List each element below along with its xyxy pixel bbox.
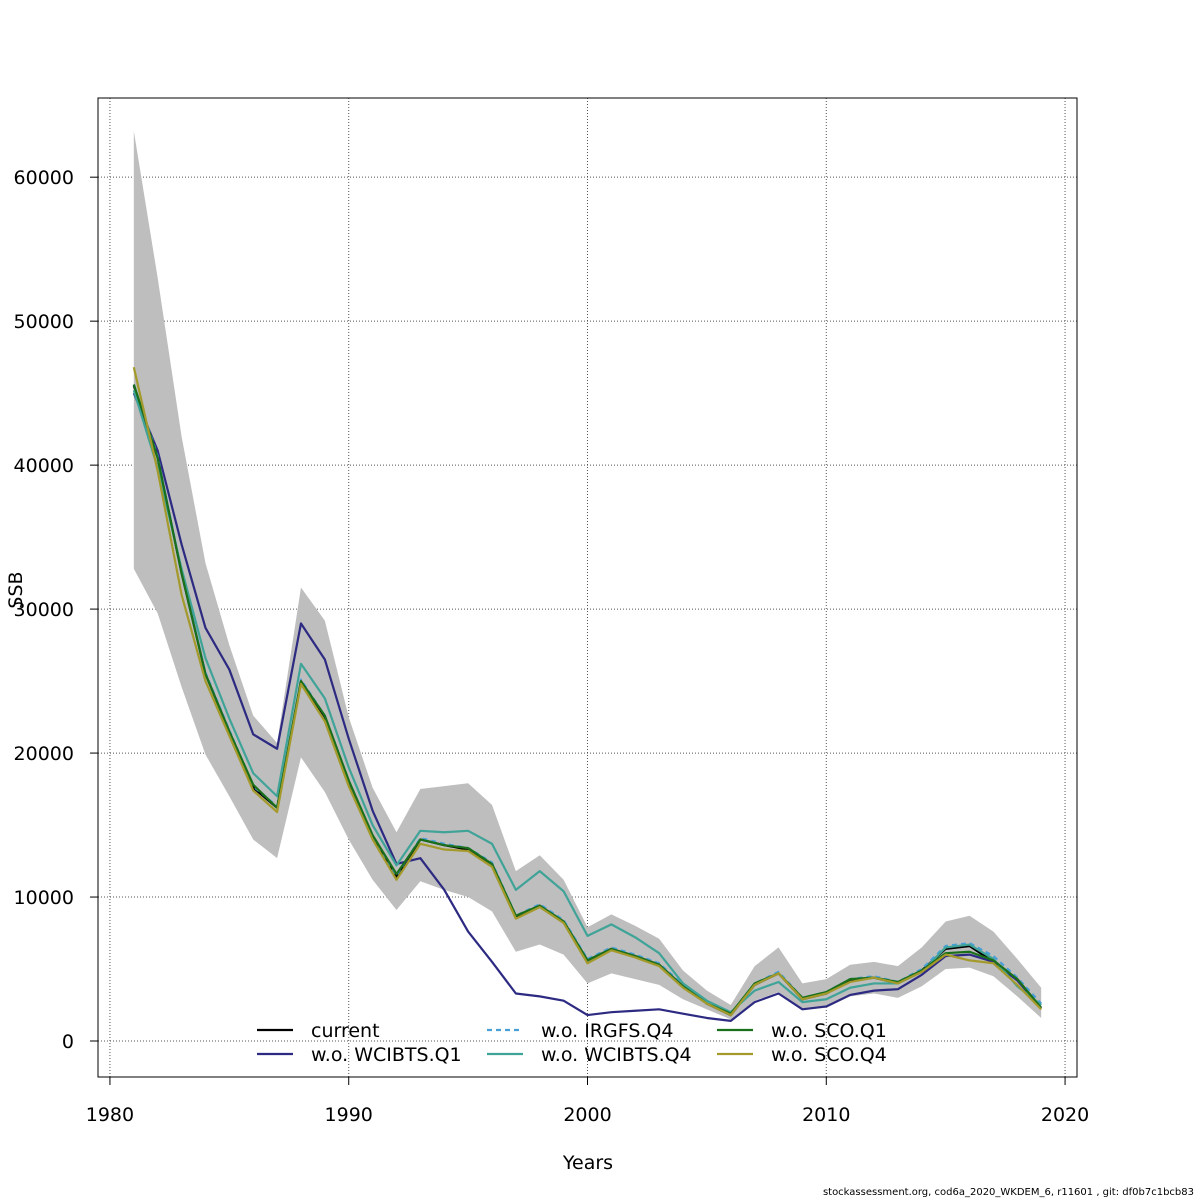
legend-label-w-o-sco-q1: w.o. SCO.Q1 — [771, 1020, 887, 1042]
legend-label-w-o-wcibts-q4: w.o. WCIBTS.Q4 — [541, 1044, 692, 1066]
x-tick-label: 1980 — [86, 1104, 134, 1126]
y-tick-label: 10000 — [14, 887, 74, 909]
axis-layer: 1980 1990 2000 2010 2020 0 10000 20000 30000 4000… — [14, 97, 1089, 1126]
x-tick-label: 1990 — [325, 1104, 373, 1126]
x-tick-label: 2020 — [1041, 1104, 1089, 1126]
series-line-w-o-wcibts-q1 — [132, 392, 1043, 1022]
legend-label-w-o-wcibts-q1: w.o. WCIBTS.Q1 — [311, 1044, 462, 1066]
y-tick-label: 20000 — [14, 743, 74, 765]
series-line-w-o-wcibts-q4 — [132, 389, 1042, 1014]
series-line-w-o-irgfs-q4 — [132, 384, 1042, 1015]
series-line-w-o-sco-q1 — [132, 384, 1043, 1015]
x-tick-label: 2000 — [563, 1104, 611, 1126]
x-axis-title: Years — [562, 1152, 613, 1174]
y-tick-label: 50000 — [14, 311, 74, 333]
series-layer — [132, 366, 1043, 1022]
footer-credit: stockassessment.org, cod6a_2020_WKDEM_6,… — [822, 1187, 1194, 1198]
x-tick-label: 2010 — [802, 1104, 850, 1126]
y-axis-title: SSB — [5, 571, 27, 608]
legend-label-current: current — [311, 1020, 380, 1042]
series-line-w-o-sco-q4 — [132, 366, 1042, 1017]
y-tick-label: 0 — [62, 1031, 74, 1053]
y-tick-label: 30000 — [14, 599, 74, 621]
y-tick-label: 40000 — [14, 455, 74, 477]
legend-label-w-o-sco-q4: w.o. SCO.Q4 — [771, 1044, 887, 1066]
legend-label-w-o-irgfs-q4: w.o. IRGFS.Q4 — [541, 1020, 673, 1042]
grid-layer — [98, 98, 1077, 1077]
y-tick-label: 60000 — [14, 167, 74, 189]
